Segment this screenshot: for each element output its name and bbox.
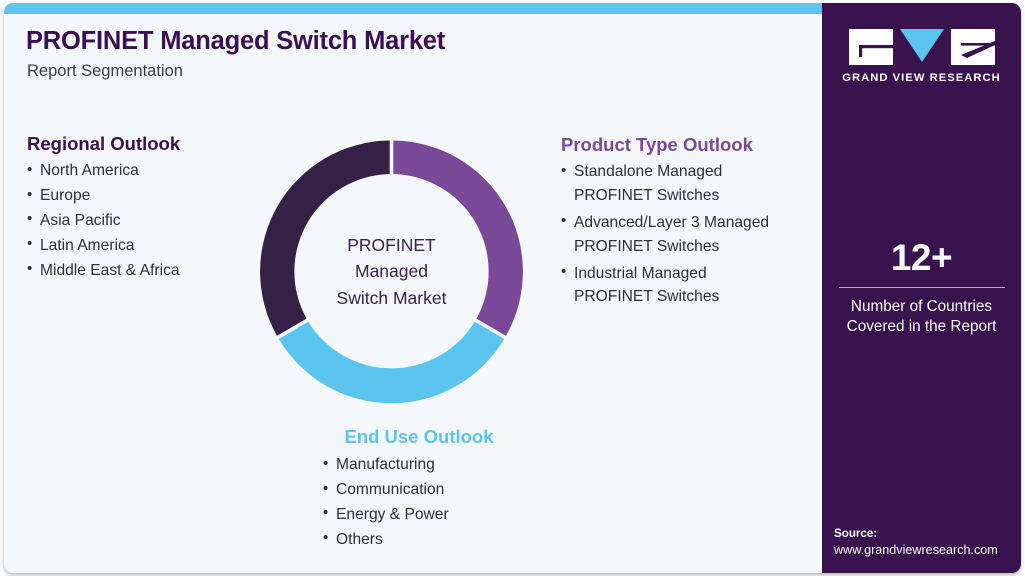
brand-logo: GRAND VIEW RESEARCH (822, 29, 1021, 84)
list-item: Advanced/Layer 3 Managed PROFINET Switch… (561, 210, 816, 259)
source-url[interactable]: www.grandviewresearch.com (834, 543, 998, 557)
donut-svg (260, 140, 523, 404)
product-type-outlook-block: Product Type Outlook Standalone Managed … (561, 134, 816, 312)
brand-logo-text: GRAND VIEW RESEARCH (842, 72, 1001, 84)
list-item: Middle East & Africa (27, 258, 242, 283)
gvr-logo-icon (848, 29, 995, 65)
end-use-outlook-block: End Use Outlook Manufacturing Communicat… (304, 426, 534, 553)
list-item: North America (27, 159, 242, 183)
list-item-line-1: Standalone Managed (574, 163, 723, 181)
stat-divider (838, 287, 1005, 288)
list-item-line-1: Industrial Managed (574, 264, 707, 282)
donut-segment-dark-purple (260, 140, 390, 336)
stat-block: 12+ Number of Countries Covered in the R… (822, 239, 1021, 337)
header: PROFINET Managed Switch Market Report Se… (26, 27, 786, 82)
list-item: Manufacturing (323, 453, 534, 477)
list-item: Energy & Power (323, 502, 534, 527)
list-item: Standalone Managed PROFINET Switches (561, 160, 816, 208)
end-use-outlook-heading: End Use Outlook (344, 426, 494, 447)
donut-segment-light-blue (278, 321, 505, 404)
list-item-line-2: PROFINET Switches (574, 187, 720, 205)
list-item: Latin America (27, 233, 242, 258)
segmentation-donut-chart: PROFINET Managed Switch Market (250, 130, 533, 413)
stat-label: Number of Countries Covered in the Repor… (822, 297, 1021, 337)
list-item-line-2: PROFINET Switches (574, 288, 720, 306)
regional-outlook-heading: Regional Outlook (27, 133, 181, 154)
page-subtitle: Report Segmentation (27, 62, 183, 81)
source-block: Source: www.grandviewresearch.com (834, 526, 1021, 559)
stat-label-line-1: Number of Countries (850, 298, 993, 315)
list-item: Asia Pacific (27, 208, 242, 233)
list-item: Others (323, 527, 534, 552)
list-item: Europe (27, 184, 242, 208)
stat-value: 12+ (890, 237, 953, 278)
top-accent-bar (4, 3, 822, 14)
donut-segment-mid-purple (393, 140, 523, 336)
product-type-outlook-list: Standalone Managed PROFINET Switches Adv… (561, 160, 816, 309)
list-item: Industrial Managed PROFINET Switches (561, 261, 816, 310)
list-item: Communication (323, 478, 534, 502)
stat-label-line-2: Covered in the Report (846, 317, 997, 335)
regional-outlook-list: North America Europe Asia Pacific Latin … (27, 159, 242, 282)
list-item-line-1: Advanced/Layer 3 Managed (574, 213, 770, 231)
list-item-line-2: PROFINET Switches (574, 237, 720, 255)
product-type-outlook-heading: Product Type Outlook (561, 134, 753, 155)
regional-outlook-block: Regional Outlook North America Europe As… (27, 133, 242, 283)
end-use-outlook-list: Manufacturing Communication Energy & Pow… (304, 453, 534, 551)
page-title: PROFINET Managed Switch Market (26, 27, 446, 55)
source-title: Source: (834, 527, 878, 541)
side-panel: GRAND VIEW RESEARCH 12+ Number of Countr… (822, 3, 1021, 573)
report-card: PROFINET Managed Switch Market Report Se… (4, 3, 1021, 573)
